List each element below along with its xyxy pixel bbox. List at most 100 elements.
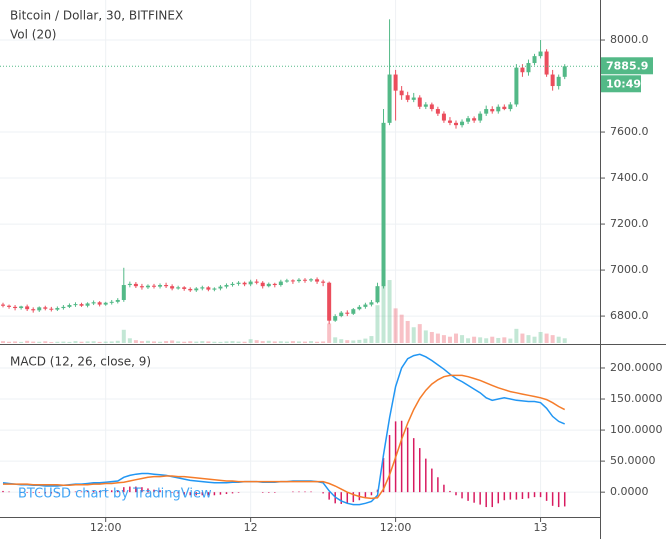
volume-bar bbox=[556, 336, 561, 343]
volume-bar bbox=[91, 341, 96, 343]
candle-body bbox=[333, 316, 338, 321]
volume-bar bbox=[393, 308, 398, 343]
candle-body bbox=[478, 113, 483, 121]
candle-body bbox=[206, 287, 211, 290]
candle-body bbox=[345, 312, 350, 314]
candle-body bbox=[466, 118, 471, 122]
candle-body bbox=[133, 283, 138, 287]
candle-body bbox=[284, 280, 289, 282]
volume-bar bbox=[224, 341, 229, 343]
volume-bar bbox=[375, 305, 380, 343]
candle-body bbox=[423, 104, 428, 107]
y-tick-label: 100.0000 bbox=[610, 423, 663, 436]
volume-bar bbox=[230, 341, 235, 343]
candle-body bbox=[1, 304, 5, 306]
candle-body bbox=[91, 302, 96, 304]
candle-body bbox=[435, 109, 440, 114]
candle-body bbox=[49, 308, 54, 310]
volume-bar bbox=[484, 338, 489, 343]
volume-bar bbox=[73, 341, 78, 343]
volume-bar bbox=[19, 341, 24, 343]
volume-bar bbox=[200, 341, 205, 343]
candle-body bbox=[381, 122, 386, 287]
volume-bar bbox=[1, 341, 5, 343]
volume-bar bbox=[490, 336, 495, 343]
volume-bar bbox=[218, 341, 223, 343]
candle-body bbox=[266, 283, 271, 287]
signal-line bbox=[3, 374, 566, 500]
y-tick-label: 7600.0 bbox=[610, 125, 649, 138]
volume-bar bbox=[447, 336, 452, 343]
candle-body bbox=[242, 282, 247, 285]
volume-bar bbox=[296, 341, 301, 343]
volume-bar bbox=[236, 341, 241, 343]
candle-body bbox=[357, 306, 362, 310]
volume-bar bbox=[266, 340, 271, 343]
candle-body bbox=[526, 63, 531, 73]
volume-bar bbox=[127, 338, 132, 343]
volume-bar bbox=[145, 340, 150, 343]
candle-body bbox=[393, 74, 398, 91]
volume-bar bbox=[278, 341, 283, 343]
last-price-box bbox=[601, 57, 653, 75]
volume-bar bbox=[272, 341, 277, 343]
volume-bar bbox=[460, 335, 465, 343]
candle-body bbox=[514, 67, 519, 105]
volume-bar bbox=[303, 341, 307, 343]
candle-body bbox=[236, 282, 241, 284]
candle-body bbox=[290, 280, 295, 282]
candle-body bbox=[339, 312, 344, 317]
volume-bar bbox=[194, 341, 199, 343]
volume-bar bbox=[423, 330, 428, 343]
volume-bar bbox=[472, 336, 477, 343]
volume-bar bbox=[37, 341, 42, 343]
candle-body bbox=[272, 283, 277, 286]
volume-bar bbox=[49, 342, 54, 343]
x-tick-label: 12 bbox=[244, 521, 258, 534]
candle-body bbox=[538, 51, 543, 57]
x-tick-label: 13 bbox=[534, 521, 548, 534]
candle-body bbox=[25, 306, 30, 310]
candle-body bbox=[484, 109, 489, 114]
candle-body bbox=[127, 283, 132, 286]
volume-bar bbox=[31, 341, 36, 343]
volume-bar bbox=[417, 324, 422, 343]
volume-bar bbox=[242, 341, 247, 343]
y-tick-label: 50.0000 bbox=[610, 454, 656, 467]
candle-body bbox=[441, 113, 446, 121]
candle-body bbox=[37, 307, 42, 311]
volume-bar bbox=[103, 341, 108, 343]
volume-bar bbox=[25, 340, 30, 343]
countdown-label: 10:49 bbox=[606, 77, 641, 90]
candle-body bbox=[61, 306, 66, 309]
candle-body bbox=[496, 106, 501, 112]
y-tick-label: 8000.0 bbox=[610, 33, 649, 46]
plot bbox=[0, 19, 600, 508]
volume-bar bbox=[13, 341, 18, 343]
volume-bar bbox=[363, 338, 368, 343]
volume-bar bbox=[333, 337, 338, 343]
y-tick-label: 6800.0 bbox=[610, 309, 649, 322]
volume-bar bbox=[339, 339, 344, 343]
volume-bar bbox=[164, 341, 169, 343]
candle-body bbox=[13, 306, 18, 309]
candle-body bbox=[121, 285, 126, 300]
candle-body bbox=[303, 279, 307, 281]
volume-bar bbox=[85, 341, 90, 343]
candle-body bbox=[176, 287, 181, 289]
candle-body bbox=[230, 283, 235, 286]
volume-bar bbox=[369, 336, 374, 343]
candle-body bbox=[490, 109, 495, 112]
candle-body bbox=[254, 281, 259, 283]
volume-bar bbox=[435, 333, 440, 343]
candle-body bbox=[375, 286, 380, 303]
volume-bar bbox=[79, 341, 84, 343]
countdown-box bbox=[601, 75, 641, 93]
candle-body bbox=[212, 288, 217, 290]
candle-body bbox=[369, 302, 374, 305]
volume-bar bbox=[97, 341, 102, 343]
candle-body bbox=[363, 304, 368, 307]
y-tick-label: 200.0000 bbox=[610, 361, 663, 374]
volume-bar bbox=[381, 258, 386, 343]
